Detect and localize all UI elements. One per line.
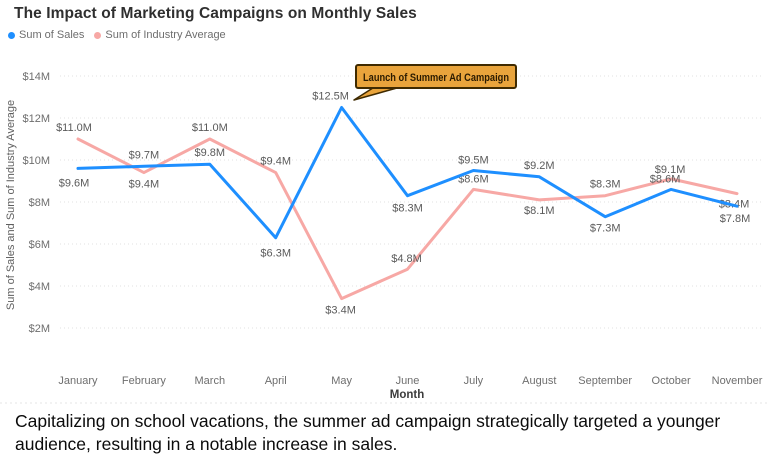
- legend-item-industry-average[interactable]: Sum of Industry Average: [94, 29, 226, 41]
- svg-text:$4.8M: $4.8M: [391, 253, 422, 265]
- y-axis-tick-labels: $2M $4M $6M $8M $10M $12M $14M: [22, 71, 50, 335]
- svg-text:$9.5M: $9.5M: [458, 155, 489, 167]
- svg-text:$3.4M: $3.4M: [325, 305, 356, 317]
- svg-text:$2M: $2M: [29, 323, 50, 335]
- legend-item-sales[interactable]: Sum of Sales: [8, 29, 84, 41]
- svg-text:$6.3M: $6.3M: [260, 248, 291, 260]
- y-axis-title: Sum of Sales and Sum of Industry Average: [5, 100, 17, 310]
- sales-data-labels: $9.6M $9.7M $9.8M $6.3M $12.5M $8.3M $9.5M $9.2…: [59, 91, 751, 260]
- svg-text:$8.3M: $8.3M: [590, 179, 621, 191]
- chart-caption-text: Capitalizing on school vacations, the su…: [15, 411, 721, 454]
- svg-text:$14M: $14M: [22, 71, 50, 83]
- industry-average-line[interactable]: [76, 137, 739, 301]
- svg-text:$8M: $8M: [29, 197, 50, 209]
- chart-title: The Impact of Marketing Campaigns on Mon…: [14, 5, 417, 22]
- svg-text:$9.1M: $9.1M: [655, 164, 686, 176]
- industry-series-dot-icon: [94, 31, 102, 39]
- svg-text:$11.0M: $11.0M: [56, 122, 92, 134]
- gridlines: [60, 75, 762, 329]
- annotation-box: [355, 64, 517, 89]
- line-chart-svg[interactable]: $2M $4M $6M $8M $10M $12M $14M Sum of Sales and…: [0, 46, 768, 408]
- svg-text:$8.3M: $8.3M: [392, 203, 423, 215]
- line-chart-visual[interactable]: $2M $4M $6M $8M $10M $12M $14M Sum of Sales and…: [0, 46, 768, 408]
- x-axis-title: Month: [390, 389, 424, 401]
- svg-text:March: March: [195, 375, 226, 387]
- svg-text:$7.3M: $7.3M: [590, 223, 621, 235]
- svg-text:January: January: [58, 375, 98, 387]
- svg-text:$9.8M: $9.8M: [195, 147, 226, 159]
- svg-text:$11.0M: $11.0M: [192, 122, 228, 134]
- svg-text:$8.1M: $8.1M: [524, 205, 555, 217]
- svg-text:$12.5M: $12.5M: [312, 91, 349, 103]
- sales-series-dot-icon: [8, 31, 15, 39]
- annotation-text: Launch of Summer Ad Campaign: [363, 72, 509, 84]
- svg-text:$6M: $6M: [29, 239, 50, 251]
- x-axis-tick-labels: January February March April May June July Augu…: [58, 375, 762, 387]
- svg-text:$9.4M: $9.4M: [260, 156, 291, 168]
- svg-text:$9.4M: $9.4M: [129, 179, 160, 191]
- chart-legend: Sum of Sales Sum of Industry Average: [8, 29, 226, 41]
- sales-line[interactable]: [76, 106, 739, 240]
- svg-text:June: June: [396, 375, 420, 387]
- svg-text:July: July: [464, 375, 484, 387]
- legend-item-label: Sum of Sales: [19, 29, 85, 41]
- svg-text:$9.7M: $9.7M: [129, 149, 160, 161]
- svg-text:October: October: [652, 375, 691, 387]
- annotation-callout: Launch of Summer Ad Campaign: [353, 64, 517, 101]
- svg-text:$8.6M: $8.6M: [650, 173, 681, 185]
- industry-data-labels: $11.0M $9.4M $11.0M $9.4M $3.4M $4.8M $8.6M $8.…: [56, 122, 749, 317]
- legend-item-label: Sum of Industry Average: [105, 29, 226, 41]
- svg-text:April: April: [265, 375, 287, 387]
- svg-text:May: May: [331, 375, 352, 387]
- svg-text:$7.8M: $7.8M: [720, 213, 751, 225]
- svg-text:September: September: [578, 375, 632, 387]
- svg-text:$10M: $10M: [22, 155, 50, 167]
- svg-text:$9.6M: $9.6M: [59, 177, 90, 189]
- svg-text:$12M: $12M: [22, 113, 50, 125]
- svg-text:$9.2M: $9.2M: [524, 160, 555, 172]
- svg-text:November: November: [712, 375, 763, 387]
- svg-text:$8.6M: $8.6M: [458, 173, 489, 185]
- svg-text:August: August: [522, 375, 556, 387]
- svg-text:February: February: [122, 375, 167, 387]
- svg-text:$4M: $4M: [29, 281, 50, 293]
